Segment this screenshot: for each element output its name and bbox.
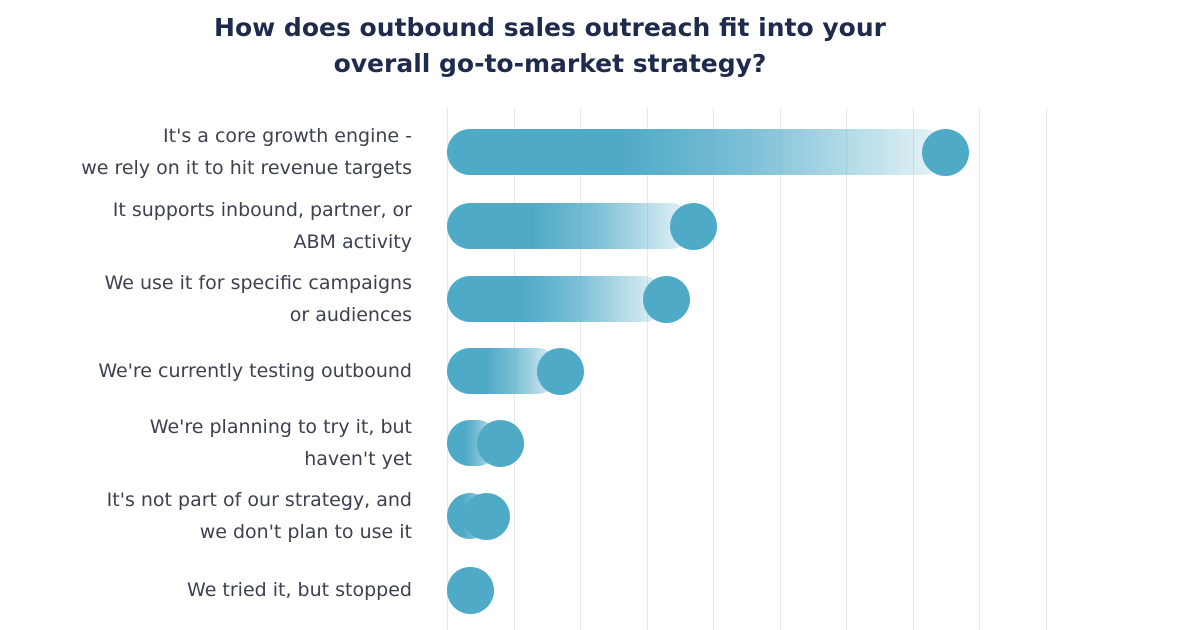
bar-end-dot [536,347,584,395]
gridline [979,108,980,630]
category-label-line: ABM activity [293,231,413,253]
chart-title-line-2: overall go-to-market strategy? [333,49,767,78]
category-label: We tried it, but stopped [187,574,412,606]
category-label-line: It's a core growth engine - [163,125,412,147]
gridline [780,108,781,630]
category-label-line: haven't yet [304,448,412,470]
gridline [913,108,914,630]
bar-end-dot [642,275,690,323]
category-label-line: or audiences [289,304,412,326]
category-label-line: It supports inbound, partner, or [112,199,412,221]
chart-title: How does outbound sales outreach fit int… [0,10,1100,82]
category-label-line: We're planning to try it, but [149,416,412,438]
bar [447,276,667,322]
gridline [647,108,648,630]
bar-end-dot [476,419,524,467]
category-label-line: we don't plan to use it [199,521,412,543]
category-label-line: It's not part of our strategy, and [106,489,412,511]
bar [447,129,946,175]
category-label: It's a core growth engine - we rely on it… [81,120,412,184]
category-label: We're currently testing outbound [98,355,412,387]
gridline [713,108,714,630]
gridline [846,108,847,630]
category-label-line: We use it for specific campaigns [104,272,412,294]
category-label: We use it for specific campaigns or audie… [105,267,412,331]
bar [447,203,694,249]
bar-end-dot [446,566,494,614]
category-label-line: we rely on it to hit revenue targets [81,157,412,179]
bar-end-dot [669,202,717,250]
category-label: It supports inbound, partner, or ABM acti… [113,194,412,258]
bar-end-dot [463,492,511,540]
category-label-line: We're currently testing outbound [98,360,412,382]
gridline [1046,108,1047,630]
chart-title-line-1: How does outbound sales outreach fit int… [214,13,886,42]
category-label-line: We tried it, but stopped [187,579,412,601]
category-label: It's not part of our strategy, and we don… [107,484,412,548]
category-label: We're planning to try it, but haven't yet [150,411,412,475]
bar-end-dot [922,128,970,176]
